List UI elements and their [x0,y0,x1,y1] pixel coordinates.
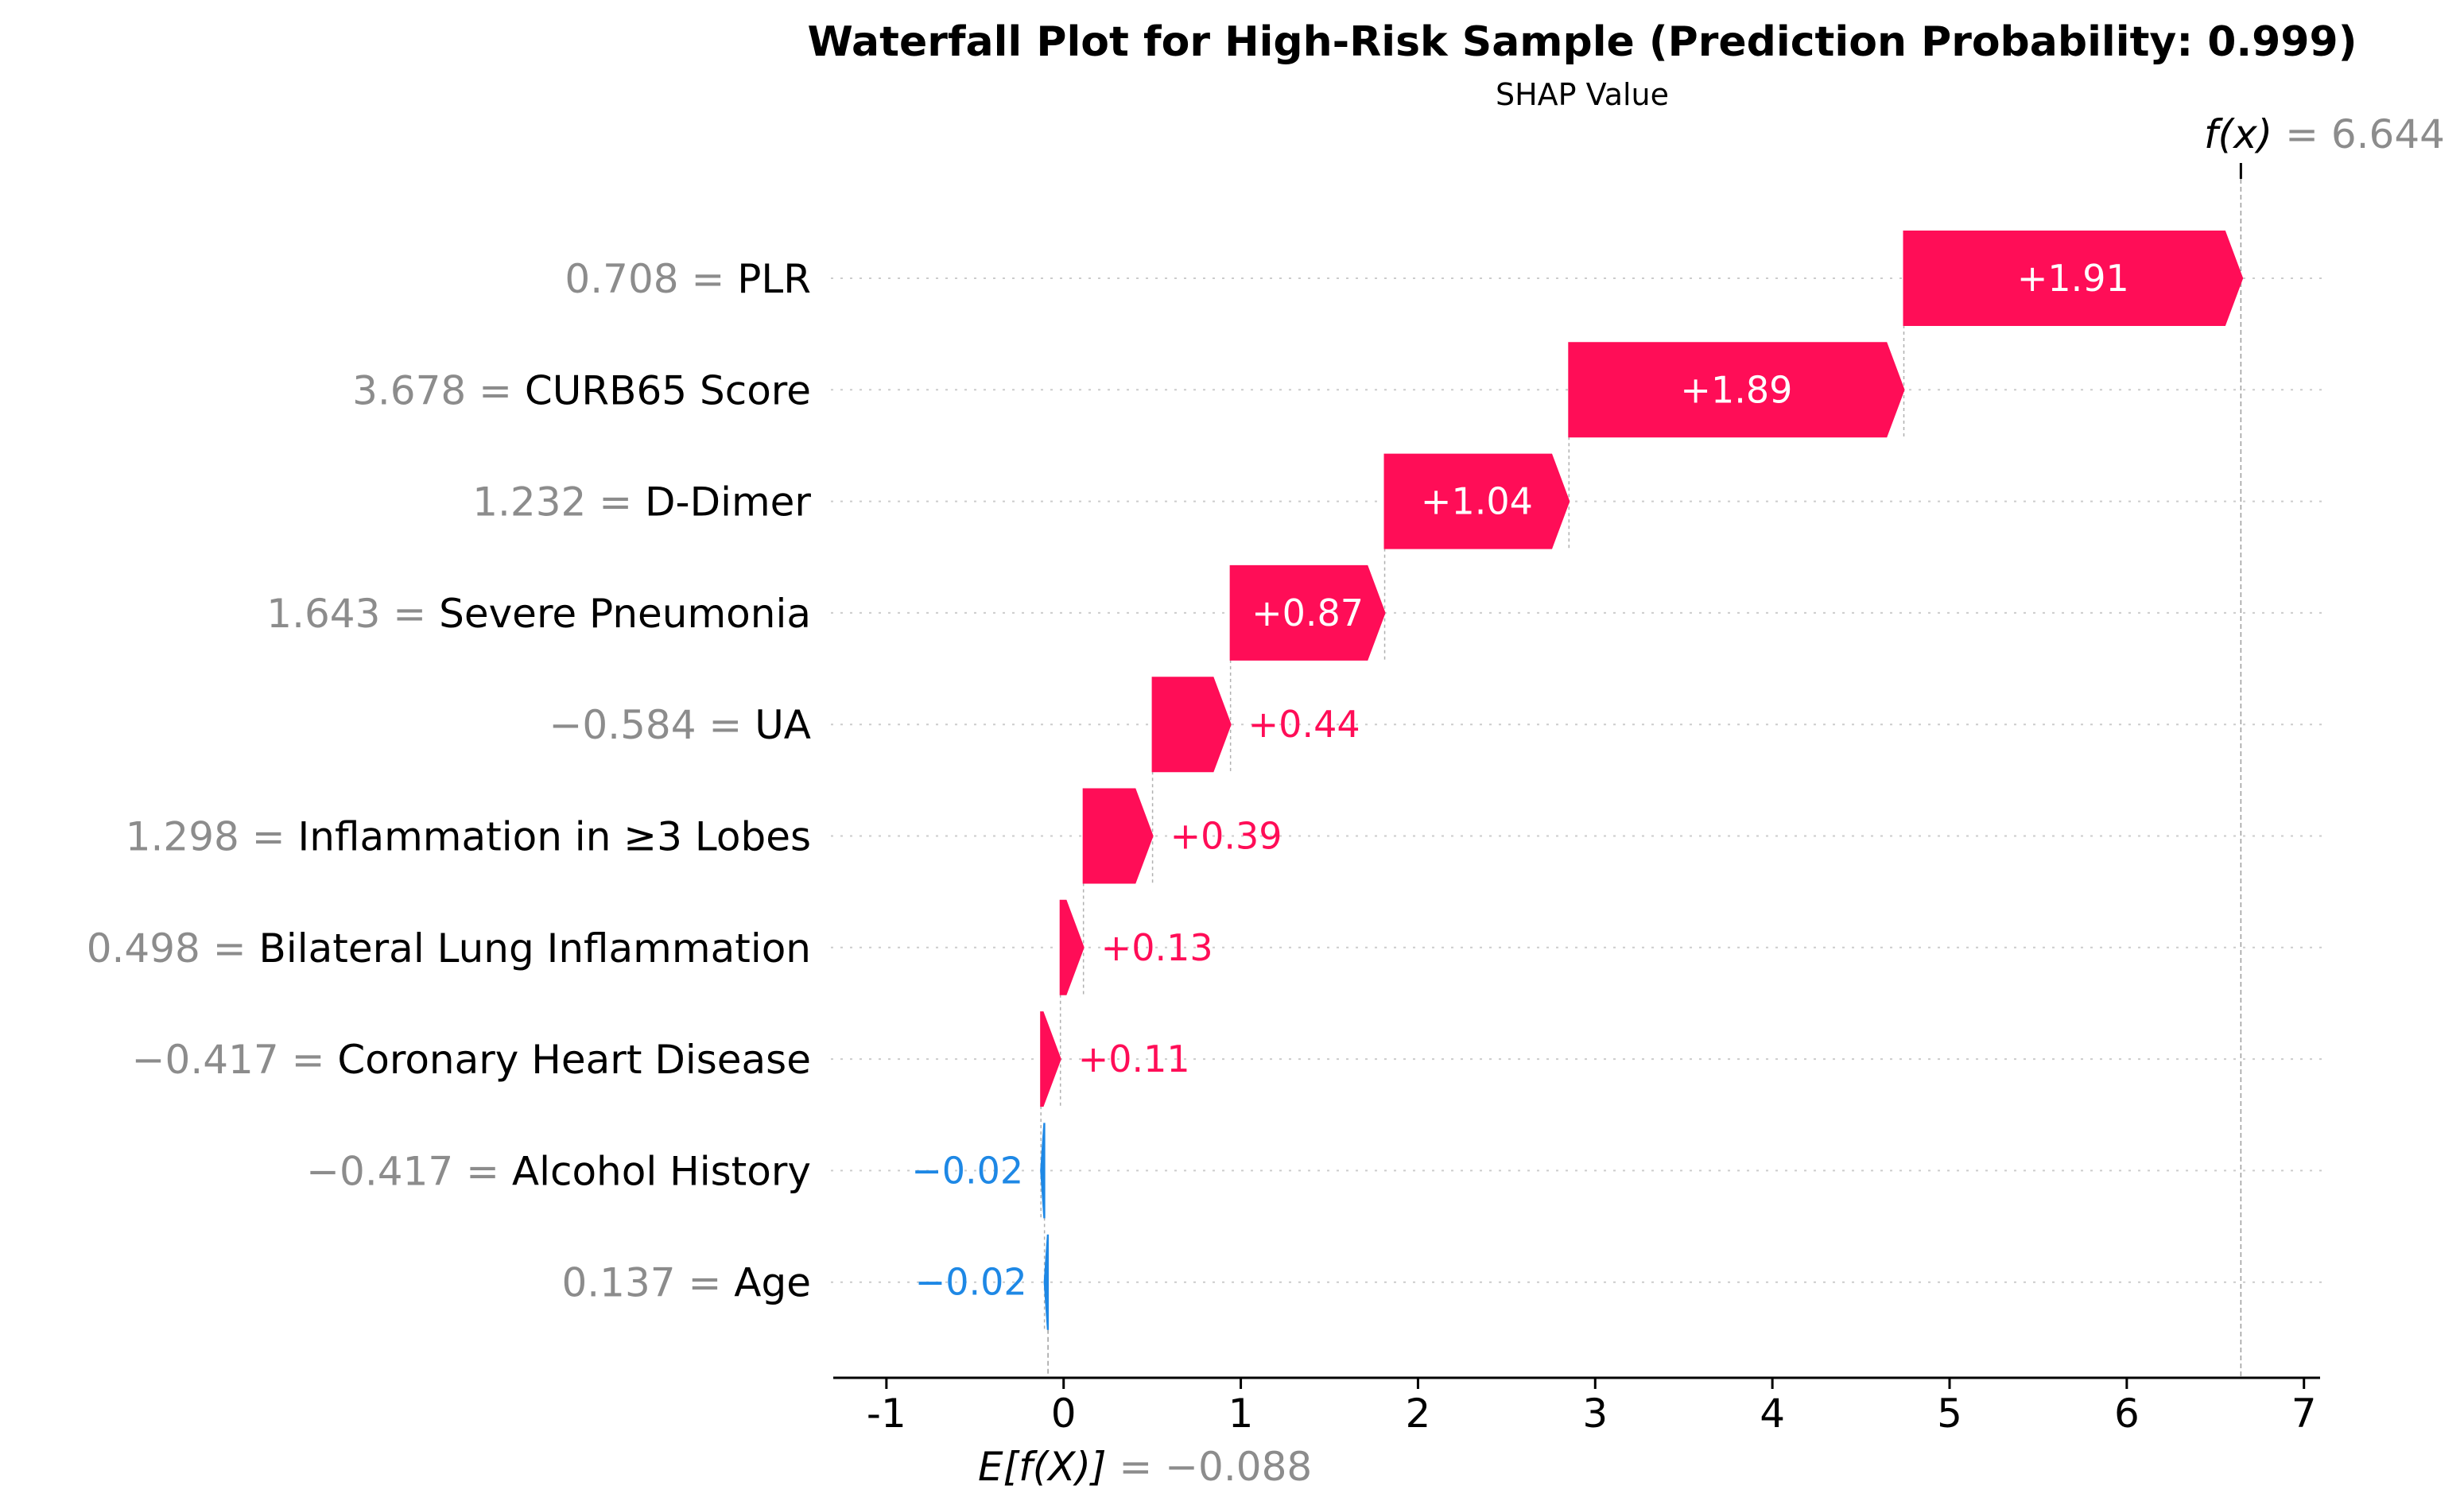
bar-value-label: +0.39 [1170,815,1282,858]
feature-value: −0.417 = [306,1148,512,1194]
feature-name: Age [734,1260,811,1306]
base-value-label: E[f(X)] = −0.088 [978,1444,1312,1490]
feature-label: −0.417 = Alcohol History [306,1148,811,1194]
chart-title: Waterfall Plot for High-Risk Sample (Pre… [808,18,2357,66]
feature-value: 0.137 = [561,1260,734,1306]
final-value-label: f(x) = 6.644 [2204,111,2445,157]
bars [1040,231,2244,1330]
bar-9 [1040,1123,1046,1219]
bar-3 [1383,453,1570,549]
feature-label: 0.137 = Age [561,1260,811,1306]
feature-name: CURB65 Score [525,367,811,413]
feature-name: PLR [737,256,811,302]
reference-lines [1040,163,2242,1378]
x-tick-label: 7 [2291,1391,2317,1437]
feature-value: −0.584 = [549,702,755,748]
bar-value-label: +1.04 [1421,480,1533,523]
x-tick-label: 0 [1051,1391,1077,1437]
bar-4 [1229,564,1386,661]
bar-value-label: +0.44 [1248,703,1360,746]
feature-value: 3.678 = [352,367,525,413]
x-tick-label: 3 [1582,1391,1608,1437]
base-value-number: = −0.088 [1119,1444,1312,1490]
x-tick-label: 6 [2114,1391,2140,1437]
feature-value: 0.498 = [87,925,259,972]
feature-label: 1.298 = Inflammation in ≥3 Lobes [126,814,811,860]
bar-value-label: +0.87 [1251,592,1364,634]
bar-6 [1082,788,1154,884]
feature-name: Inflammation in ≥3 Lobes [298,814,811,860]
feature-label: 1.232 = D-Dimer [472,479,811,526]
feature-label: 0.498 = Bilateral Lung Inflammation [87,925,811,972]
feature-name: Bilateral Lung Inflammation [259,925,811,972]
bar-2 [1568,342,1905,438]
x-tick-label: -1 [867,1391,906,1437]
feature-labels: +1.91 0.708 = PLR +1.89 3.678 = CURB65 Scor… [87,256,2129,1306]
feature-label: −0.584 = UA [549,702,811,748]
feature-value: 1.298 = [126,814,298,860]
x-tick-label: 4 [1760,1391,1785,1437]
bar-value-label: −0.02 [911,1149,1023,1192]
bar-value-label: −0.02 [915,1261,1027,1304]
feature-value: 1.643 = [266,591,439,637]
base-value-symbol: E[f(X)] [978,1444,1119,1490]
feature-label: 1.643 = Severe Pneumonia [266,591,811,637]
bar-value-label: +0.13 [1101,926,1213,969]
feature-value: 1.232 = [472,479,645,526]
feature-label: −0.417 = Coronary Heart Disease [132,1037,811,1083]
x-axis-label: SHAP Value [1496,77,1669,112]
bar-10 [1043,1234,1050,1330]
feature-value: −0.417 = [132,1037,338,1083]
x-tick-label: 5 [1937,1391,1962,1437]
feature-label: 3.678 = CURB65 Score [352,367,811,413]
bar-5 [1151,677,1232,773]
feature-name: UA [755,702,811,748]
final-value-number: = 6.644 [2285,111,2445,157]
feature-value: 0.708 = [565,256,737,302]
final-value-symbol: f(x) [2204,111,2285,157]
bar-value-label: +1.89 [1680,368,1792,411]
bar-value-label: +1.91 [2017,257,2129,300]
feature-name: Alcohol History [512,1148,811,1194]
bar-8 [1040,1011,1061,1107]
bar-7 [1059,899,1085,995]
feature-name: Severe Pneumonia [439,591,811,637]
feature-label: 0.708 = PLR [565,256,811,302]
x-axis: -1 0 1 2 3 4 5 6 7 f(x) = 6.644 E[f(X)] = −0.088 [833,111,2445,1490]
bar-value-label: +0.11 [1078,1038,1190,1080]
x-tick-label: 1 [1228,1391,1254,1437]
x-tick-label: 2 [1406,1391,1431,1437]
bar-1 [1903,231,2244,326]
feature-name: D-Dimer [645,479,811,526]
feature-name: Coronary Heart Disease [337,1037,811,1083]
